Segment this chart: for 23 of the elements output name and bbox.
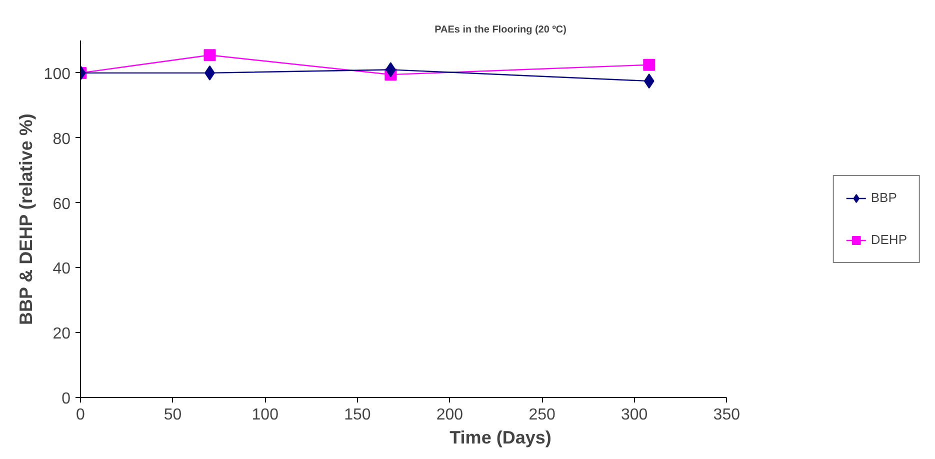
x-tick-label: 350 [713,406,740,424]
y-tick-label: 60 [52,196,71,213]
x-tick-label: 0 [76,406,86,424]
point [643,58,656,71]
x-tick-label: 50 [164,406,182,424]
x-tick-label: 150 [344,406,371,424]
point [204,49,216,62]
x-tick-label: 200 [436,406,464,424]
chart-title: PAEs in the Flooring (20 ºC) [434,24,566,36]
y-tick-label: 0 [62,390,71,408]
x-tick-label: 100 [252,406,279,424]
point [385,62,396,78]
point [644,74,654,89]
x-tick-label: 300 [621,406,648,424]
legend-label: BBP [870,190,897,205]
x-axis-title: Time (Days) [450,428,552,448]
y-axis-title: BBP & DEHP (relative %) [16,114,36,326]
y-tick-label: 40 [52,260,71,278]
y-tick-label: 100 [44,66,71,83]
y-tick-label: 80 [52,130,71,148]
legend-label: DEHP [870,232,907,247]
x-tick-label: 250 [528,406,556,424]
y-tick-label: 20 [52,326,71,343]
